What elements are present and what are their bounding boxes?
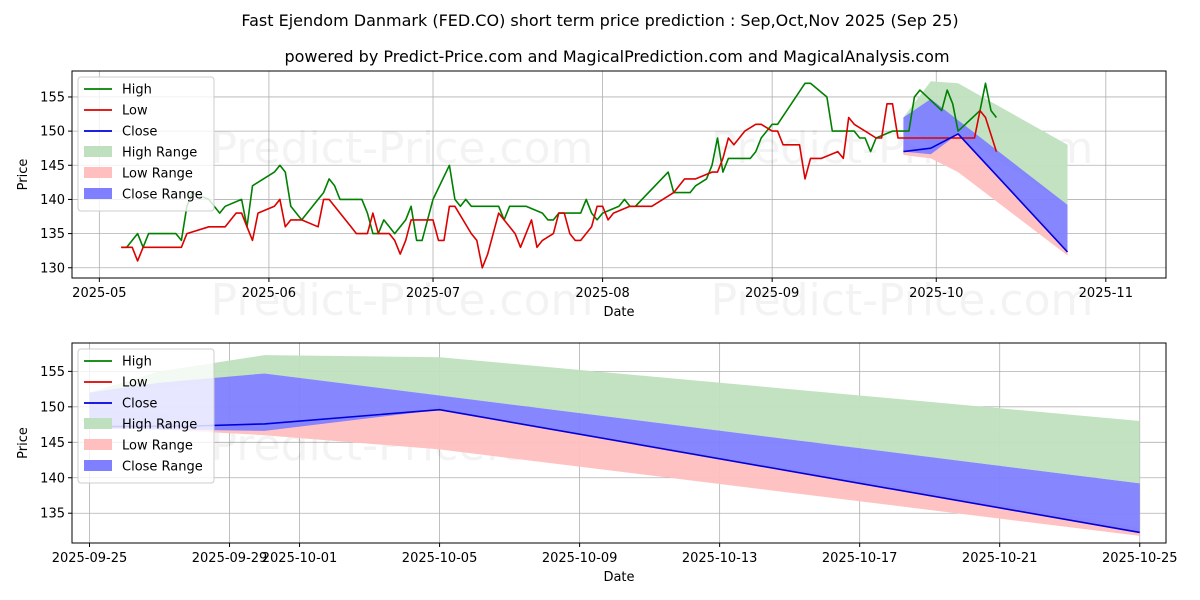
legend-label-low-range: Low Range <box>122 439 193 454</box>
y-tick-label: 150 <box>40 400 65 415</box>
x-tick-label: 2025-10-17 <box>822 551 898 566</box>
x-tick-label: 2025-11 <box>1079 286 1133 301</box>
legend-label-high: High <box>122 83 152 98</box>
y-tick-label: 140 <box>40 193 65 208</box>
x-axis-label: Date <box>603 305 634 320</box>
x-tick-label: 2025-10-05 <box>402 551 478 566</box>
watermark-text: Predict-Price.com <box>211 123 594 174</box>
close-line <box>903 133 1069 253</box>
y-tick-label: 155 <box>40 365 65 380</box>
forecast-chart: Predict-Price.comPredict-Price.com2025-0… <box>16 342 1178 585</box>
x-axis-label: Date <box>603 570 634 585</box>
legend-label-close: Close <box>122 397 157 412</box>
x-tick-label: 2025-10-13 <box>682 551 758 566</box>
low-range-area <box>89 406 1140 536</box>
close-range-area <box>89 373 1140 533</box>
x-tick-label: 2025-10-09 <box>542 551 618 566</box>
plot-area <box>121 81 1069 269</box>
legend-swatch-high-range <box>84 146 112 157</box>
y-tick-label: 135 <box>40 507 65 522</box>
y-axis-label: Price <box>16 427 31 459</box>
x-tick-label: 2025-09-29 <box>192 551 268 566</box>
y-tick-label: 145 <box>40 159 65 174</box>
watermark-text: Predict-Price.com <box>711 275 1094 326</box>
y-tick-label: 145 <box>40 436 65 451</box>
legend-swatch-close-range <box>84 460 112 471</box>
plot-frame <box>71 70 1167 279</box>
chart-subtitle: powered by Predict-Price.com and Magical… <box>284 47 949 66</box>
y-tick-label: 155 <box>40 90 65 105</box>
x-tick-label: 2025-07 <box>406 286 460 301</box>
x-tick-label: 2025-10-21 <box>962 551 1038 566</box>
legend-label-high-range: High Range <box>122 146 197 161</box>
low-range-area <box>903 133 1068 256</box>
legend-label-low-range: Low Range <box>122 167 193 182</box>
x-tick-label: 2025-10-25 <box>1102 551 1178 566</box>
legend-label-high: High <box>122 355 152 370</box>
legend-label-low: Low <box>122 104 148 119</box>
y-tick-label: 130 <box>40 261 65 276</box>
legend-label-close: Close <box>122 125 157 140</box>
legend-label-close-range: Close Range <box>122 460 203 475</box>
chart-title: Fast Ejendom Danmark (FED.CO) short term… <box>241 11 958 30</box>
x-tick-label: 2025-08 <box>575 286 629 301</box>
x-tick-label: 2025-05 <box>72 286 126 301</box>
y-tick-label: 135 <box>40 227 65 242</box>
y-tick-label: 140 <box>40 471 65 486</box>
y-axis-label: Price <box>16 159 31 191</box>
legend-label-high-range: High Range <box>122 418 197 433</box>
y-tick-label: 150 <box>40 125 65 140</box>
x-tick-label: 2025-06 <box>242 286 296 301</box>
legend-label-close-range: Close Range <box>122 188 203 203</box>
watermark-text: Predict-Price.com <box>211 275 594 326</box>
x-tick-label: 2025-10 <box>909 286 963 301</box>
legend: High Low Close High Range Low Range Close Ran… <box>77 348 215 484</box>
legend-swatch-low-range <box>84 439 112 450</box>
legend: High Low Close High Range Low Range Close Ran… <box>77 76 215 212</box>
legend-swatch-high-range <box>84 418 112 429</box>
x-tick-label: 2025-09 <box>745 286 799 301</box>
legend-label-low: Low <box>122 376 148 391</box>
plot-frame <box>71 342 1167 544</box>
low-line <box>121 103 998 269</box>
x-tick-label: 2025-09-25 <box>52 551 128 566</box>
history-chart: Predict-Price.com Predict-Price.com Predic… <box>16 70 1167 326</box>
legend-swatch-close-range <box>84 188 112 199</box>
legend-swatch-low-range <box>84 167 112 178</box>
x-tick-label: 2025-10-01 <box>262 551 338 566</box>
axes: 2025-05 2025-06 2025-07 2025-08 2025-09 2025-… <box>16 90 1133 320</box>
high-line <box>121 82 998 249</box>
